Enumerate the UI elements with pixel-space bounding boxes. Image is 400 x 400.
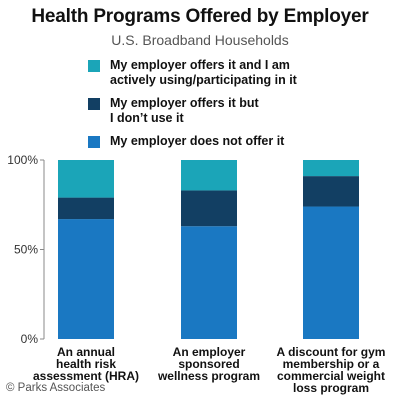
x-category-label-line: wellness program: [157, 369, 260, 383]
y-tick-label: 0%: [21, 332, 39, 346]
bar-segment: [181, 190, 237, 227]
bar-segment: [303, 206, 359, 339]
x-category-label-line: loss program: [293, 381, 369, 395]
bar-segment: [58, 197, 114, 220]
bar-segment: [181, 160, 237, 191]
source-credit: © Parks Associates: [6, 382, 106, 394]
y-tick-label: 100%: [7, 153, 38, 167]
bar-segment: [58, 160, 114, 198]
x-category-label-line: An annual: [57, 345, 115, 359]
bar-segment: [58, 219, 114, 339]
legend: My employer offers it and I am actively u…: [88, 58, 388, 157]
legend-label: actively using/participating in it: [110, 73, 297, 87]
x-category-label: An annual health risk assessment (HRA): [33, 345, 139, 383]
bar-segment: [181, 226, 237, 339]
bar-segment: [303, 160, 359, 177]
x-category-label-line: A discount for gym: [277, 345, 386, 359]
x-category-label-line: commercial weight: [277, 369, 385, 383]
legend-item: My employer offers it and I am actively u…: [88, 58, 388, 88]
legend-label: I don’t use it: [110, 111, 184, 125]
chart-title: Health Programs Offered by Employer: [31, 6, 369, 27]
legend-swatch: [88, 136, 100, 148]
legend-label: My employer offers it and I am: [110, 58, 290, 72]
legend-item: My employer offers it but I don’t use it: [88, 96, 388, 126]
x-category-label-line: health risk: [56, 357, 116, 371]
x-category-label-line: An employer: [173, 345, 246, 359]
legend-item: My employer does not offer it: [88, 134, 388, 149]
bar-segment: [303, 176, 359, 207]
legend-label: My employer does not offer it: [110, 134, 285, 148]
legend-swatch: [88, 60, 100, 72]
y-tick-label: 50%: [14, 243, 38, 257]
x-category-label: An employer sponsored wellness program: [157, 345, 260, 383]
chart-subtitle: U.S. Broadband Households: [111, 32, 289, 48]
legend-label: My employer offers it but: [110, 96, 259, 110]
legend-swatch: [88, 98, 100, 110]
x-category-label-line: assessment (HRA): [33, 369, 139, 383]
x-category-label-line: sponsored: [178, 357, 239, 371]
x-category-label-line: membership or a: [283, 357, 380, 371]
x-category-label: A discount for gym membership or a commerc…: [277, 345, 386, 395]
